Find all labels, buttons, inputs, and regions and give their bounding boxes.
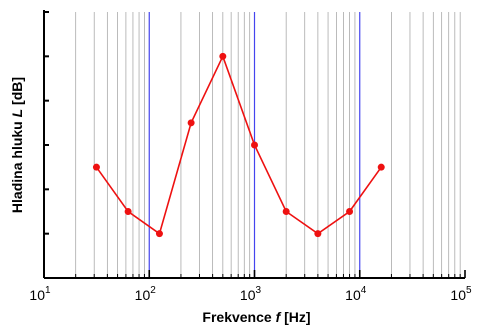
data-point bbox=[314, 230, 322, 238]
data-point bbox=[219, 52, 227, 60]
x-tick-label: 103 bbox=[240, 285, 262, 303]
data-point bbox=[377, 163, 385, 171]
data-point bbox=[124, 208, 132, 215]
x-tick-labels: 101 102 103 104 105 bbox=[29, 285, 472, 303]
series-line bbox=[95, 54, 382, 235]
y-axis-label: Hladina hluku L [dB] bbox=[9, 77, 25, 213]
data-point bbox=[346, 208, 354, 215]
x-axis-label: Frekvence f [Hz] bbox=[202, 309, 310, 325]
x-tick-label: 102 bbox=[135, 285, 157, 303]
data-point bbox=[251, 141, 258, 149]
x-tick-label: 105 bbox=[450, 285, 472, 303]
axes bbox=[43, 10, 466, 279]
data-point bbox=[282, 208, 290, 215]
data-point bbox=[187, 119, 195, 127]
x-tick-label: 104 bbox=[345, 285, 367, 303]
series-layer bbox=[92, 52, 385, 238]
grid-lines bbox=[75, 12, 461, 278]
data-point bbox=[92, 163, 100, 171]
data-point bbox=[155, 230, 163, 238]
x-tick-label: 101 bbox=[29, 285, 51, 303]
